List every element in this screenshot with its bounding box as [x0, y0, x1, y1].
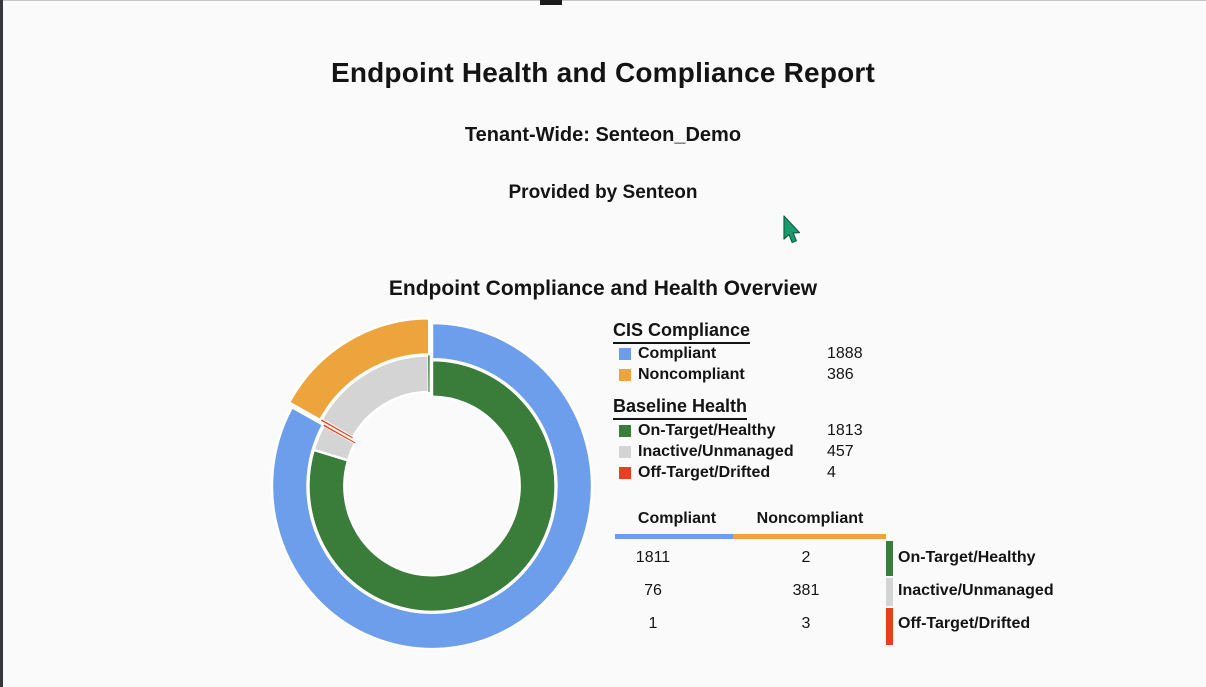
donut-slice: [307, 358, 557, 614]
donut-slice: [323, 424, 356, 444]
legend-label: Inactive/Unmanaged: [638, 443, 794, 460]
table-cell: 1811: [635, 549, 671, 566]
top-center-tab: [540, 0, 562, 5]
header-underline-noncompliant: [733, 534, 886, 539]
legend-label: Off-Target/Drifted: [638, 464, 771, 481]
off-target-color-swatch: [619, 467, 631, 479]
table-cell: 2: [801, 549, 811, 566]
row-color-bar: [886, 541, 893, 645]
legend-item-noncompliant: Noncompliant 386: [619, 365, 899, 386]
cis-legend-heading: CIS Compliance: [613, 320, 751, 344]
legend-label: On-Target/Healthy: [638, 422, 776, 439]
legend-item-off-target: Off-Target/Drifted 4: [619, 463, 899, 484]
legend-label: Noncompliant: [638, 366, 745, 383]
legend-item-inactive: Inactive/Unmanaged 457: [619, 442, 899, 463]
noncompliant-color-swatch: [619, 369, 631, 381]
report-title: Endpoint Health and Compliance Report: [330, 57, 876, 88]
table-cell: 381: [792, 582, 820, 599]
table-header-compliant: Compliant: [637, 510, 717, 527]
legend-value: 4: [827, 464, 836, 481]
table-cell: 76: [644, 582, 662, 599]
provided-by-line: Provided by Senteon: [508, 182, 698, 203]
tenant-subtitle: Tenant-Wide: Senteon_Demo: [464, 124, 742, 146]
chart-section-title: Endpoint Compliance and Health Overview: [388, 277, 818, 300]
table-cell: 3: [801, 615, 811, 632]
cis-legend: CIS Compliance: [613, 320, 751, 344]
legend-value: 1813: [827, 422, 863, 439]
inactive-color-swatch: [619, 446, 631, 458]
top-edge-line: [0, 0, 1206, 1]
baseline-legend: Baseline Health: [613, 396, 748, 420]
table-row-label: Inactive/Unmanaged: [898, 582, 1054, 599]
legend-value: 1888: [827, 345, 863, 362]
on-target-color-swatch: [619, 425, 631, 437]
compliance-donut-chart: [270, 317, 594, 651]
donut-slice: [320, 419, 353, 439]
legend-label: Compliant: [638, 345, 717, 362]
header-underline-compliant: [615, 534, 733, 539]
row-color-on-target: [886, 541, 893, 576]
table-row-label: On-Target/Healthy: [898, 549, 1036, 566]
legend-value: 386: [827, 366, 854, 383]
row-color-inactive: [886, 578, 893, 606]
legend-item-on-target: On-Target/Healthy 1813: [619, 421, 899, 442]
table-cell: 1: [648, 615, 658, 632]
table-header-noncompliant: Noncompliant: [756, 510, 864, 527]
left-edge-line: [0, 0, 3, 687]
cursor-icon: [783, 215, 801, 244]
legend-item-compliant: Compliant 1888: [619, 344, 899, 365]
donut-slice: [428, 355, 430, 392]
baseline-legend-heading: Baseline Health: [613, 396, 748, 420]
row-color-off-target: [886, 608, 893, 645]
legend-value: 457: [827, 443, 854, 460]
compliant-color-swatch: [619, 348, 631, 360]
table-row-label: Off-Target/Drifted: [898, 615, 1031, 632]
